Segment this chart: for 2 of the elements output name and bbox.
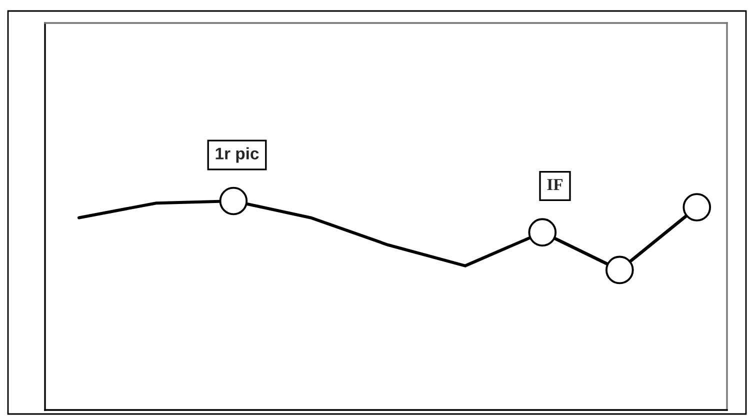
text: IF [547,179,563,190]
text: 1r pic [216,147,259,163]
